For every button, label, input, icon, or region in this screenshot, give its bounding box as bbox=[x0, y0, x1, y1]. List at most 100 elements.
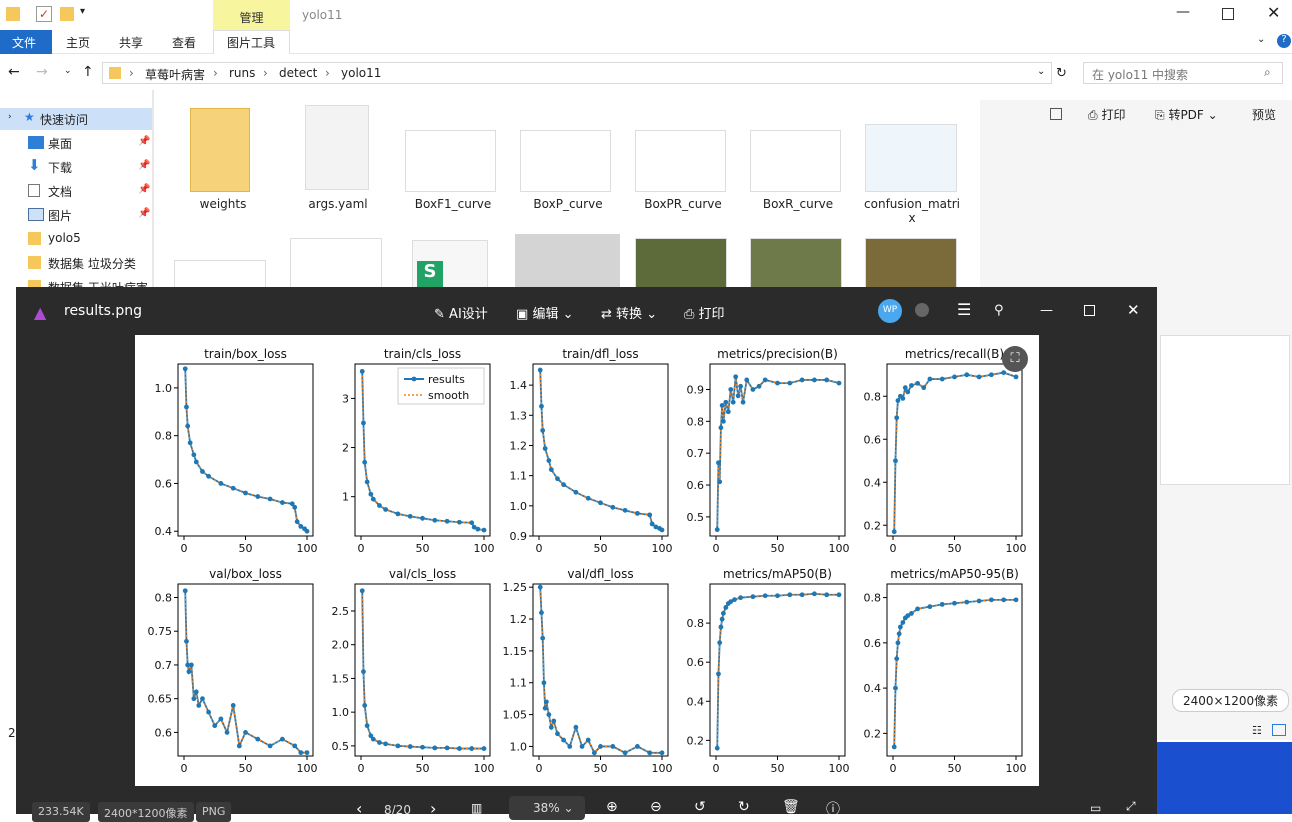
new-folder-icon[interactable] bbox=[60, 7, 74, 21]
thumbnail-strip-icon[interactable]: ▥ bbox=[471, 801, 483, 815]
zoom-in-icon[interactable]: ⊕ bbox=[606, 799, 618, 815]
file-thumbnail[interactable] bbox=[305, 105, 369, 190]
to-pdf-button[interactable]: ⎘ 转PDF ⌄ bbox=[1155, 108, 1218, 122]
image-thumbnail[interactable] bbox=[290, 238, 382, 288]
breadcrumb-item[interactable]: detect bbox=[279, 66, 318, 80]
nav-item-documents[interactable]: 文档 📌 bbox=[0, 180, 152, 202]
menu-icon[interactable]: ☰ bbox=[957, 300, 972, 319]
back-icon[interactable]: ← bbox=[8, 64, 20, 80]
zoom-select[interactable]: 38% ⌄ bbox=[509, 796, 585, 820]
tab-file[interactable]: 文件 bbox=[12, 36, 37, 50]
nav-item-folder[interactable]: 数据集 垃圾分类 bbox=[0, 252, 152, 274]
file-label[interactable]: BoxR_curve bbox=[762, 197, 834, 211]
tab-view[interactable]: 查看 bbox=[172, 36, 197, 50]
data-point bbox=[218, 716, 224, 722]
pin-icon[interactable]: ⚲ bbox=[994, 303, 1004, 318]
panel-icon[interactable] bbox=[1050, 108, 1062, 120]
close-icon[interactable]: ✕ bbox=[1127, 301, 1140, 319]
data-point bbox=[723, 399, 729, 405]
image-thumbnail[interactable] bbox=[865, 124, 957, 192]
rotate-left-icon[interactable]: ↺ bbox=[694, 799, 706, 815]
qat-dropdown-icon[interactable]: ▾ bbox=[80, 6, 86, 17]
data-point bbox=[723, 605, 729, 610]
ai-design-button[interactable]: ✎ AI设计 bbox=[434, 307, 488, 322]
details-view-icon[interactable]: ☷ bbox=[1252, 724, 1262, 737]
ribbon-expand-icon[interactable]: ⌄ bbox=[1257, 34, 1266, 45]
image-thumbnail[interactable] bbox=[635, 130, 726, 192]
maximize-icon[interactable] bbox=[1084, 305, 1095, 316]
fullscreen-icon[interactable]: ⤢ bbox=[1126, 799, 1136, 813]
data-point bbox=[893, 458, 898, 464]
cloud-icon[interactable] bbox=[915, 303, 929, 317]
fit-screen-icon[interactable]: ⛶ bbox=[1002, 346, 1028, 372]
image-thumbnail[interactable] bbox=[635, 238, 727, 288]
file-label[interactable]: args.yaml bbox=[308, 197, 368, 211]
file-label[interactable]: confusion_matri x bbox=[864, 197, 960, 225]
breadcrumb-item[interactable]: 草莓叶病害 bbox=[145, 68, 206, 82]
edit-button[interactable]: ▣ 编辑 ⌄ bbox=[516, 307, 574, 322]
breadcrumb-item[interactable]: runs bbox=[229, 66, 256, 80]
nav-item-pictures[interactable]: 图片 📌 bbox=[0, 204, 152, 226]
minimize-icon[interactable]: — bbox=[1176, 4, 1190, 20]
data-point bbox=[744, 377, 750, 383]
y-tick-label: 0.2 bbox=[687, 734, 705, 747]
image-thumbnail[interactable] bbox=[405, 130, 496, 192]
forward-icon[interactable]: → bbox=[36, 64, 48, 80]
properties-icon[interactable]: ✓ bbox=[36, 6, 52, 22]
close-icon[interactable]: ✕ bbox=[1267, 3, 1281, 22]
avatar[interactable]: WP bbox=[878, 299, 902, 323]
next-icon[interactable]: › bbox=[430, 799, 437, 818]
recent-icon[interactable]: ⌄ bbox=[64, 66, 72, 76]
minimize-icon[interactable]: — bbox=[1040, 303, 1053, 318]
image-thumbnail[interactable] bbox=[865, 238, 957, 288]
image-thumbnail[interactable] bbox=[750, 130, 841, 192]
address-bar[interactable]: › 草莓叶病害 › runs › detect › yolo11 ⌄ bbox=[102, 62, 1052, 84]
sheet-thumbnail[interactable]: S bbox=[412, 240, 488, 288]
search-input[interactable]: 在 yolo11 中搜索 ⌕ bbox=[1083, 62, 1283, 84]
zoom-out-icon[interactable]: ⊖ bbox=[650, 799, 662, 815]
image-thumbnail[interactable] bbox=[520, 130, 611, 192]
tab-picture-tools[interactable]: 图片工具 bbox=[227, 36, 276, 50]
info-icon[interactable]: ⓘ bbox=[826, 802, 840, 818]
image-thumbnail[interactable] bbox=[750, 238, 842, 288]
prev-icon[interactable]: ‹ bbox=[356, 799, 363, 818]
rotate-right-icon[interactable]: ↻ bbox=[738, 799, 750, 815]
nav-item-folder[interactable]: 数据集 玉米叶病害 bbox=[0, 276, 152, 288]
ribbon-context-tab[interactable]: 管理 bbox=[213, 0, 290, 30]
data-point bbox=[1013, 374, 1019, 380]
breadcrumb-item[interactable]: yolo11 bbox=[341, 66, 382, 80]
nav-item-folder[interactable]: yolo5 bbox=[0, 228, 152, 250]
folder-thumbnail[interactable] bbox=[190, 108, 250, 192]
file-label[interactable]: BoxP_curve bbox=[533, 197, 603, 211]
series-line-results bbox=[361, 590, 484, 750]
convert-button[interactable]: ⇄ 转换 ⌄ bbox=[601, 307, 658, 322]
image-thumbnail[interactable] bbox=[515, 234, 620, 288]
address-dropdown-icon[interactable]: ⌄ bbox=[1037, 66, 1046, 77]
data-point bbox=[762, 593, 768, 599]
data-point bbox=[212, 723, 218, 729]
up-icon[interactable]: ↑ bbox=[82, 64, 94, 80]
print-button[interactable]: ⎙ 打印 bbox=[684, 307, 725, 322]
subplot-title: metrics/precision(B) bbox=[717, 347, 838, 361]
page-counter: 8/20 bbox=[384, 803, 411, 817]
file-label[interactable]: BoxF1_curve bbox=[414, 197, 492, 211]
thumbnail-view-icon[interactable] bbox=[1272, 724, 1286, 736]
slideshow-icon[interactable]: ▭ bbox=[1090, 801, 1102, 815]
file-label[interactable]: weights bbox=[199, 197, 247, 211]
nav-item-quick-access[interactable]: › ★ 快速访问 bbox=[0, 108, 152, 130]
image-thumbnail[interactable] bbox=[174, 260, 266, 288]
data-point bbox=[537, 367, 543, 373]
help-icon[interactable]: ? bbox=[1277, 34, 1291, 48]
refresh-icon[interactable]: ↻ bbox=[1056, 66, 1067, 81]
tab-home[interactable]: 主页 bbox=[66, 36, 91, 50]
delete-icon[interactable]: 🗑 bbox=[782, 799, 800, 815]
maximize-icon[interactable] bbox=[1222, 8, 1234, 20]
nav-item-downloads[interactable]: ⬇ 下载 📌 bbox=[28, 156, 151, 175]
file-label[interactable]: BoxPR_curve bbox=[644, 197, 722, 211]
tab-share[interactable]: 共享 bbox=[119, 36, 144, 50]
nav-item-desktop[interactable]: 桌面 📌 bbox=[0, 132, 152, 154]
y-tick-label: 0.6 bbox=[687, 479, 705, 492]
preview-button[interactable]: 预览 bbox=[1252, 108, 1277, 122]
print-button[interactable]: ⎙ 打印 bbox=[1088, 108, 1126, 122]
